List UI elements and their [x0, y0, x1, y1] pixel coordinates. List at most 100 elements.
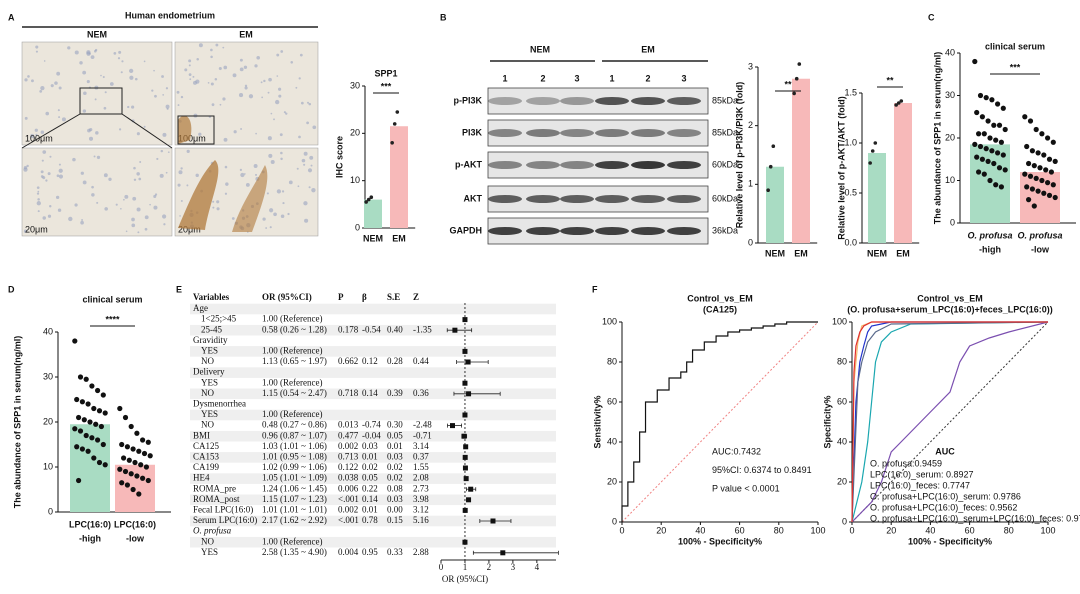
data-point	[1002, 126, 1008, 133]
data-point	[96, 459, 103, 466]
data-point	[140, 437, 146, 443]
significance: **	[886, 75, 894, 85]
cell-texture	[50, 84, 54, 88]
or-point	[462, 348, 468, 354]
y-axis-label: IHC score	[334, 136, 344, 178]
cell-texture	[222, 46, 225, 49]
blot-band	[560, 97, 594, 105]
cell-texture	[165, 87, 169, 90]
roc-curve	[851, 321, 1049, 523]
scale-bar-label: 100μm	[178, 133, 206, 143]
cell-texture	[188, 73, 192, 77]
row-label: Fecal LPC(16:0)	[193, 504, 253, 514]
data-point	[983, 95, 989, 101]
data-point	[981, 171, 987, 177]
data-point	[136, 491, 142, 497]
cell-texture	[108, 177, 112, 181]
row-stripe	[190, 494, 556, 506]
data-point	[91, 405, 97, 412]
p-value: 0.718	[338, 388, 359, 398]
x-tick-label: O. profusa	[1017, 230, 1062, 240]
row-label: Delivery	[193, 367, 225, 377]
bar	[792, 78, 810, 243]
blot-band	[488, 227, 522, 235]
data-point	[972, 141, 978, 147]
column-label: EM	[239, 29, 253, 39]
x-tick-label: 60	[965, 525, 975, 535]
x-tick-label: 80	[774, 525, 784, 535]
cell-texture	[165, 171, 168, 174]
chart-title: clinical serum	[985, 41, 1045, 51]
blot-band	[667, 97, 701, 105]
cell-texture	[121, 60, 124, 63]
y-tick-label: 0.5	[844, 187, 857, 197]
z: 2.73	[413, 483, 429, 493]
data-point	[366, 197, 371, 202]
blot-band	[560, 227, 594, 235]
data-point	[1045, 135, 1051, 141]
cell-texture	[143, 125, 146, 128]
y-tick-label: 30	[43, 371, 53, 381]
row-label: YES	[201, 547, 218, 557]
panel-label: D	[8, 284, 15, 294]
cell-texture	[184, 68, 188, 72]
cell-texture	[72, 157, 76, 162]
group-label: EM	[641, 44, 655, 54]
x-tick-label: EM	[896, 248, 910, 258]
blot-band	[526, 97, 560, 105]
cell-texture	[283, 111, 286, 114]
cell-texture	[269, 226, 272, 229]
data-point	[128, 471, 134, 477]
x-tick-label: NEM	[363, 233, 383, 243]
cell-texture	[103, 173, 108, 178]
data-point	[124, 444, 130, 450]
cell-texture	[139, 161, 142, 163]
cell-texture	[223, 137, 228, 142]
cell-texture	[67, 46, 71, 50]
cell-texture	[312, 125, 317, 130]
cell-texture	[196, 58, 199, 61]
cell-texture	[160, 149, 164, 153]
x-tick-label: EM	[794, 248, 808, 258]
cell-texture	[104, 91, 107, 94]
data-point	[989, 148, 995, 154]
data-point	[1046, 156, 1053, 162]
chart-title: Control_vs_EM	[687, 293, 753, 303]
protein-label: p-PI3K	[453, 95, 482, 105]
y-tick-label: 10	[945, 175, 955, 185]
micrograph	[21, 147, 173, 237]
data-point	[870, 149, 875, 153]
data-point	[95, 437, 101, 443]
or-point	[462, 380, 468, 386]
beta: -0.54	[362, 324, 381, 334]
p-value: 0.713	[338, 451, 359, 461]
data-point	[395, 110, 400, 114]
cell-texture	[296, 167, 299, 170]
x-axis-label: 100% - Specificity%	[908, 536, 992, 546]
p-value: 0.477	[338, 430, 359, 440]
y-axis-label: Relative level of p-AKT/AKT (fold)	[836, 96, 846, 240]
y-tick-label: 1.0	[844, 137, 857, 147]
z: 0.37	[413, 451, 429, 461]
lane-label: 2	[645, 73, 650, 83]
se: 0.08	[387, 483, 403, 493]
lane-label: 1	[502, 73, 507, 83]
cell-texture	[192, 75, 195, 78]
cell-texture	[131, 105, 135, 109]
cell-texture	[210, 55, 213, 59]
data-point	[1041, 152, 1047, 158]
legend-entry: O. profusa+LPC(16:0)_feces: 0.9562	[870, 502, 1017, 512]
data-point	[899, 99, 904, 103]
cell-texture	[167, 151, 170, 153]
cell-texture	[35, 133, 38, 136]
zoom-line	[21, 113, 81, 149]
data-point	[147, 453, 153, 459]
legend-entry: O. profusa+LPC(16:0)_serum+LPC(16:0)_fec…	[870, 513, 1080, 523]
data-point	[130, 446, 136, 452]
cell-texture	[223, 65, 228, 70]
data-point	[134, 473, 140, 479]
data-point	[72, 338, 78, 344]
cell-texture	[27, 75, 30, 78]
y-tick-label: 0	[748, 237, 753, 247]
cell-texture	[300, 101, 304, 105]
